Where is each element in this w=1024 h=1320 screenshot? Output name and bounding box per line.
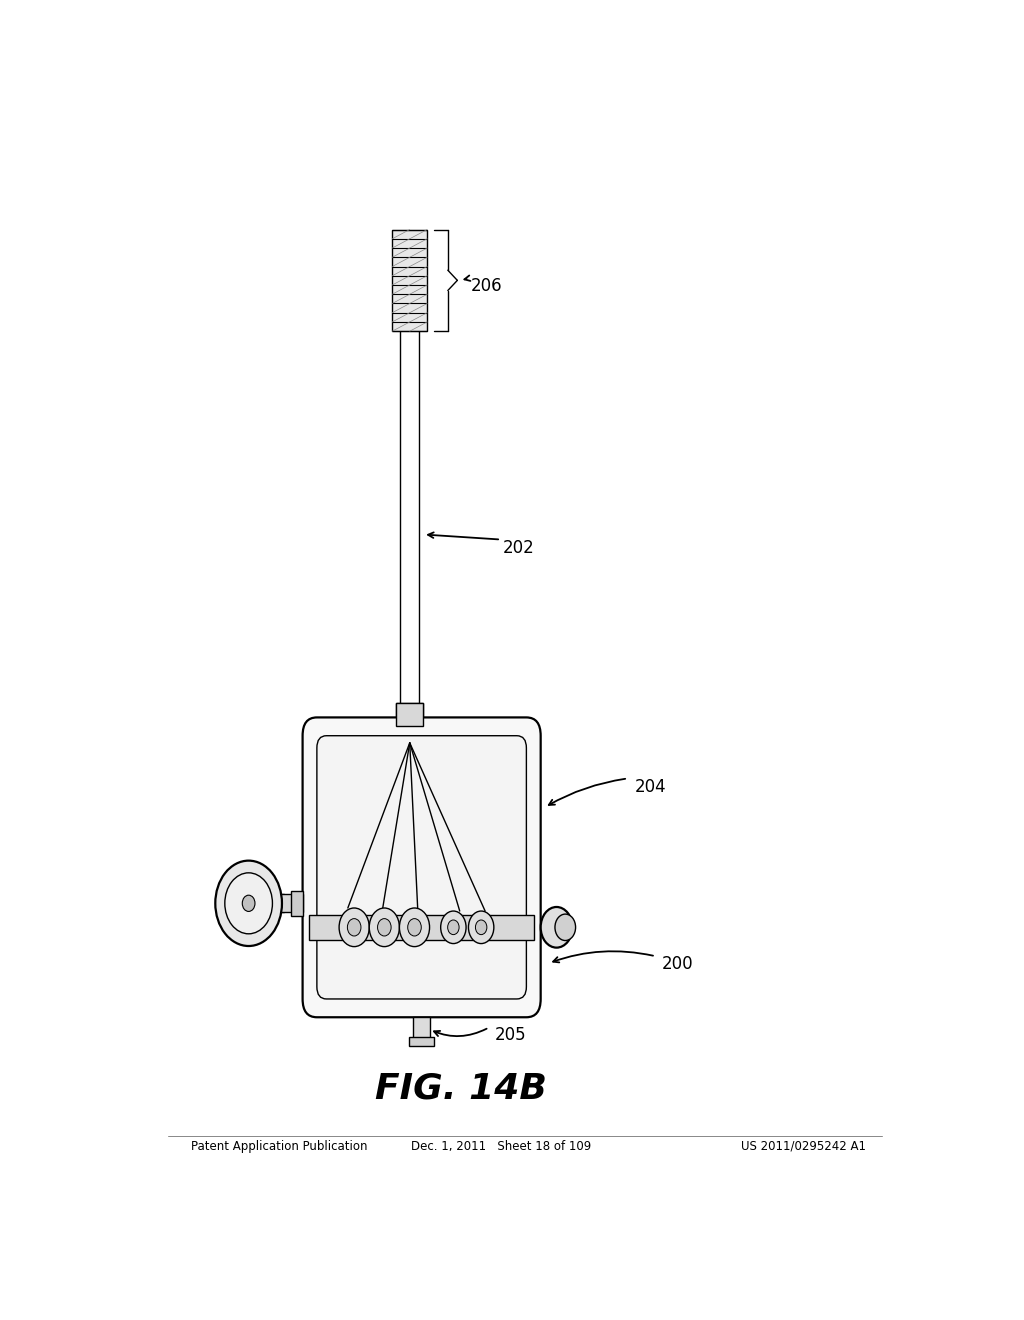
Text: Dec. 1, 2011   Sheet 18 of 109: Dec. 1, 2011 Sheet 18 of 109 <box>411 1140 591 1152</box>
Circle shape <box>555 913 575 941</box>
Bar <box>396 704 423 718</box>
Circle shape <box>370 908 399 946</box>
Circle shape <box>541 907 572 948</box>
Circle shape <box>408 919 421 936</box>
Circle shape <box>339 908 370 946</box>
Bar <box>309 915 535 940</box>
Bar <box>409 1036 434 1045</box>
Text: Patent Application Publication: Patent Application Publication <box>191 1140 368 1152</box>
Bar <box>281 894 303 912</box>
Text: 202: 202 <box>503 539 535 557</box>
Circle shape <box>347 919 361 936</box>
Bar <box>392 230 427 331</box>
Text: 206: 206 <box>471 277 503 296</box>
Bar <box>291 891 303 916</box>
Bar <box>541 920 572 935</box>
FancyBboxPatch shape <box>303 718 541 1018</box>
FancyBboxPatch shape <box>316 735 526 999</box>
Text: 200: 200 <box>662 956 693 973</box>
Bar <box>413 1018 430 1038</box>
Circle shape <box>225 873 272 933</box>
Text: US 2011/0295242 A1: US 2011/0295242 A1 <box>741 1140 866 1152</box>
Circle shape <box>468 911 494 944</box>
Circle shape <box>440 911 466 944</box>
Circle shape <box>378 919 391 936</box>
Circle shape <box>243 895 255 911</box>
Circle shape <box>399 908 430 946</box>
Bar <box>396 704 423 726</box>
Circle shape <box>447 920 459 935</box>
Text: 205: 205 <box>495 1026 526 1044</box>
Circle shape <box>215 861 282 946</box>
Text: FIG. 14B: FIG. 14B <box>376 1072 547 1105</box>
Circle shape <box>475 920 486 935</box>
Text: 204: 204 <box>634 777 666 796</box>
